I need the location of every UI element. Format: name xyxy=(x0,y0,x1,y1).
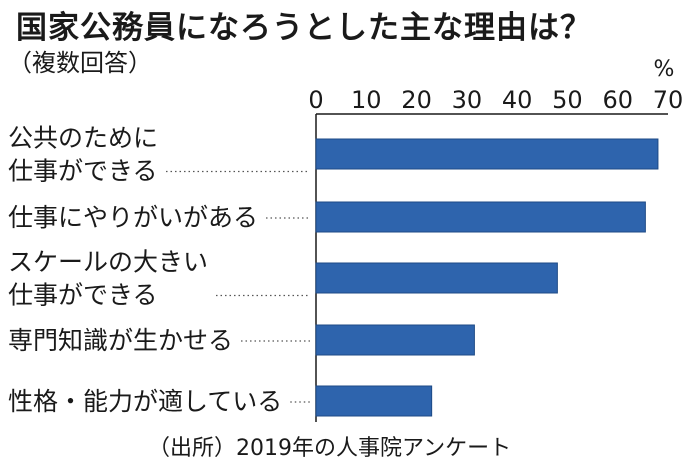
bar xyxy=(315,324,475,356)
category-label: スケールの大きい xyxy=(8,248,208,277)
x-tick-label: 10 xyxy=(351,86,382,114)
bar xyxy=(315,385,433,417)
x-tick-label: 40 xyxy=(502,86,533,114)
category-label: 性格・能力が適している xyxy=(8,387,282,416)
category-label: 専門知識が生かせる xyxy=(8,326,233,355)
x-tick-label: 20 xyxy=(401,86,432,114)
chart-subtitle: （複数回答） xyxy=(8,49,152,77)
x-tick-label: 60 xyxy=(602,86,633,114)
chart-title: 国家公務員になろうとした主な理由は？ xyxy=(16,10,592,46)
category-label: 仕事ができる xyxy=(8,157,158,186)
x-tick-label: 0 xyxy=(308,86,323,114)
bar xyxy=(315,138,659,170)
chart-source: （出所）2019年の人事院アンケート xyxy=(148,436,512,461)
category-label: 仕事ができる xyxy=(8,281,158,310)
x-tick-label: 50 xyxy=(552,86,583,114)
bar xyxy=(315,262,558,294)
bar xyxy=(315,201,646,233)
category-label: 仕事にやりがいがある xyxy=(8,203,258,232)
x-tick-label: 70 xyxy=(653,86,684,114)
x-tick-label: 30 xyxy=(452,86,483,114)
unit-label: % xyxy=(654,57,675,82)
category-label: 公共のために xyxy=(8,124,158,153)
